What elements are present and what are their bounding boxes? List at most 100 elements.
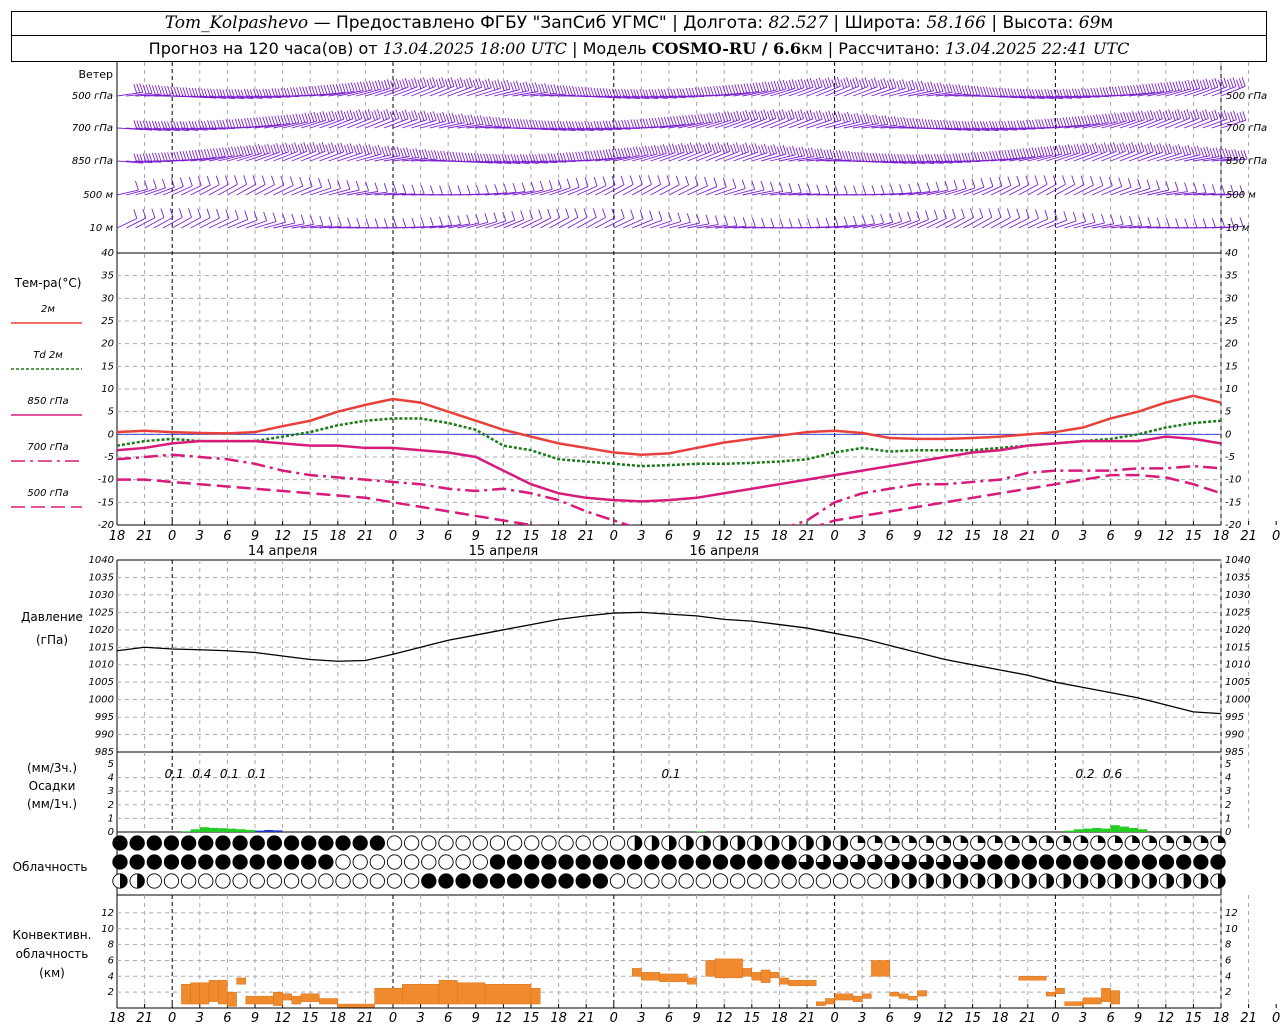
wind-barb-feather (512, 182, 517, 193)
wind-barb-feather (912, 117, 917, 128)
wind-barb-feather (259, 117, 263, 127)
wind-barb-feather (843, 185, 848, 195)
wind-barb-feather (797, 183, 802, 193)
wind-barb-feather (531, 82, 536, 93)
wind-barb-feather (234, 88, 239, 99)
pressure-y-label-left: 1005 (89, 677, 114, 688)
wind-barb-feather (438, 78, 443, 88)
wind-barb-feather (921, 118, 926, 128)
wind-barb (1156, 117, 1181, 129)
precip-bar (1110, 825, 1120, 832)
wind-barb (116, 218, 138, 229)
wind-barb (125, 217, 147, 229)
wind-barb-feather (834, 112, 839, 122)
wind-barb-feather (216, 119, 221, 130)
cloud-symbol (747, 854, 763, 870)
wind-barb (319, 188, 341, 196)
wind-barb-feather (263, 211, 268, 222)
wind-barb-feather (289, 114, 294, 124)
wind-barb (1082, 151, 1108, 162)
wind-barb-feather (1175, 218, 1180, 228)
wind-barb-feather (899, 80, 904, 90)
wind-barb-feather (280, 115, 285, 125)
cloud-symbol (180, 854, 197, 870)
wind-barb-feather (157, 85, 162, 95)
cloud-symbol (1141, 854, 1158, 870)
wind-barb-feather (766, 111, 771, 121)
conv-bar (714, 958, 743, 979)
wind-barb-feather (575, 120, 579, 131)
pressure-y-label-right: 1040 (1225, 555, 1250, 566)
wind-barb-feather (402, 79, 406, 89)
wind-barb-feather (751, 144, 756, 154)
wind-barb-feather (676, 116, 681, 126)
wind-barb-feather (283, 114, 288, 125)
wind-barb-feather (346, 144, 351, 154)
wind-barb-feather (475, 184, 480, 195)
wind-barb-feather (645, 118, 650, 128)
wind-barb-feather (705, 143, 710, 153)
wind-barb-feather (988, 208, 993, 218)
wind-barb-feather (700, 87, 705, 97)
wind-barb-feather (1175, 145, 1180, 155)
wind-barb-feather (237, 118, 242, 128)
wind-barb-feather (1114, 86, 1119, 96)
wind-barb (1027, 218, 1049, 229)
wind-barb-feather (1190, 80, 1195, 91)
cloud-symbol (335, 873, 351, 889)
precip-y-label-right: 5 (1225, 759, 1231, 770)
wind-barb-feather (371, 111, 376, 121)
wind-barb (438, 86, 464, 97)
temp-y-label-left: 15 (101, 361, 114, 372)
precip-bar (264, 829, 274, 832)
wind-barb (659, 95, 686, 99)
cloud-symbol (472, 854, 488, 870)
wind-barb-feather (711, 144, 716, 154)
wind-barb-feather (584, 177, 589, 187)
x-tick-label: 3 (196, 1011, 204, 1024)
wind-barb-feather (776, 146, 781, 156)
wind-barb (622, 183, 643, 196)
wind-barb (724, 151, 749, 162)
temp-y-label-right: 15 (1225, 361, 1238, 372)
wind-barb-feather (1133, 84, 1137, 95)
wind-barb (576, 185, 598, 196)
pressure-y-label-left: 1000 (89, 695, 114, 706)
wind-barb-feather (1086, 115, 1091, 125)
wind-barb (475, 221, 497, 229)
wind-barb (862, 86, 887, 97)
wind-barb-feather (1159, 143, 1164, 153)
wind-barb-feather (776, 111, 780, 121)
x-tick-label: 15 (302, 1011, 319, 1024)
wind-barb-feather (393, 183, 397, 193)
wind-barb (346, 117, 372, 129)
wind-barb-feather (337, 111, 342, 121)
wind-barb-feather (328, 143, 333, 153)
wind-barb-feather (1166, 82, 1171, 92)
wind-barb-feather (758, 145, 762, 155)
wind-barb-feather (228, 119, 233, 129)
wind-barb (181, 157, 208, 162)
wind-barb (1046, 219, 1067, 229)
cloud-symbol (369, 854, 385, 870)
cloud-symbol (249, 854, 265, 870)
wind-barb-feather (279, 144, 284, 155)
x-tick-label: 9 (1134, 1011, 1142, 1024)
wind-barb-feather (355, 180, 360, 191)
wind-barb (273, 185, 294, 196)
wind-barb (530, 217, 551, 229)
wind-barb-feather (741, 179, 746, 189)
wind-barb-feather (633, 119, 638, 129)
wind-barb-feather (320, 85, 325, 95)
wind-barb-feather (1221, 148, 1226, 158)
wind-barb (494, 219, 515, 229)
temp-y-label-left: -10 (98, 475, 114, 486)
wind-barb-feather (918, 118, 923, 128)
wind-barb-feather (1237, 150, 1242, 160)
wind-barb-feather (788, 218, 793, 228)
wind-barb-feather (902, 79, 906, 89)
wind-barb-feather (979, 151, 984, 161)
wind-barb-feather (840, 79, 845, 89)
wind-barb-feather (225, 209, 230, 219)
wind-barb-feather (982, 86, 987, 96)
